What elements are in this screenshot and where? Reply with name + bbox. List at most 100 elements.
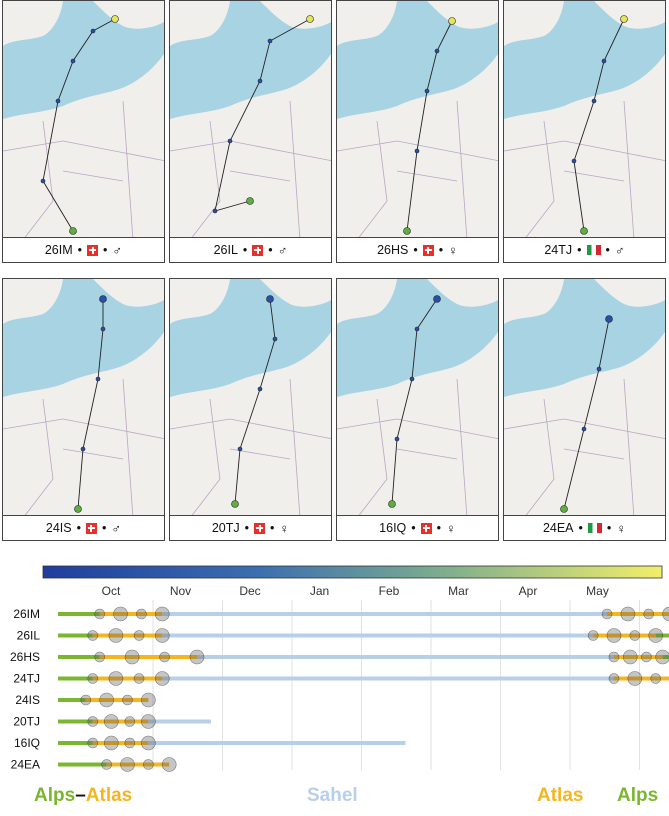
track-point xyxy=(591,98,597,104)
map-canvas xyxy=(337,279,498,518)
legend-alps-label: Alps xyxy=(34,785,76,806)
stopover-bubble xyxy=(124,649,140,665)
track-point xyxy=(601,58,607,64)
track-point xyxy=(433,295,441,303)
stopover-bubble xyxy=(133,673,145,684)
italian-flag-icon xyxy=(587,523,602,533)
panel-caption: 26HS • • ♀ xyxy=(337,237,498,262)
stopover-bubble xyxy=(662,606,669,622)
map-panel-24tj: 24TJ • • ♂ xyxy=(503,0,666,263)
stopover-bubble xyxy=(141,735,156,751)
track-point xyxy=(560,505,568,513)
map-panel-26hs: 26HS • • ♀ xyxy=(336,0,499,263)
legend-atlas-label: Atlas xyxy=(85,785,133,806)
caption-separator: • xyxy=(76,521,81,535)
europe-land xyxy=(170,1,331,46)
stopover-bubble xyxy=(94,651,105,663)
country-borders xyxy=(337,100,498,240)
stopover-bubble xyxy=(650,673,662,684)
legend-sahel-label: Sahel xyxy=(307,785,358,806)
stopover-bubble xyxy=(124,737,136,749)
track-point xyxy=(388,500,396,508)
track-point xyxy=(272,336,278,342)
track-point xyxy=(74,505,82,513)
stopover-bubble xyxy=(122,694,133,706)
bird-id: 24EA xyxy=(542,521,574,535)
bird-id: 20TJ xyxy=(211,521,240,535)
sex-symbol: ♀ xyxy=(448,242,458,258)
legend-alps-right: Alps xyxy=(617,785,658,807)
track-point xyxy=(580,227,588,235)
stopover-bubble xyxy=(94,608,105,620)
stopover-bubble xyxy=(608,673,620,684)
stopover-bubble xyxy=(133,630,145,641)
track-point xyxy=(69,227,77,235)
stopover-bubble xyxy=(587,630,599,641)
stopover-bubble xyxy=(87,630,99,641)
stopover-bubble xyxy=(629,630,641,641)
caption-separator: • xyxy=(577,243,582,257)
legend-atlas-right: Atlas xyxy=(537,785,583,807)
caption-separator: • xyxy=(270,521,275,535)
caption-separator: • xyxy=(605,243,610,257)
track-point xyxy=(99,295,107,303)
map-canvas xyxy=(3,279,164,518)
migration-track xyxy=(42,18,116,232)
stopover-bubble xyxy=(103,714,119,729)
panel-caption: 26IM • • ♂ xyxy=(3,237,164,262)
row-label: 24TJ xyxy=(13,672,40,686)
map-canvas xyxy=(504,1,665,240)
track-point xyxy=(257,386,263,392)
stopover-bubble xyxy=(608,651,620,663)
bird-id: 26HS xyxy=(377,243,409,257)
country-borders xyxy=(3,100,164,240)
sex-symbol: ♂ xyxy=(112,242,123,258)
bird-id: 24TJ xyxy=(544,243,573,257)
track-point xyxy=(596,366,602,372)
stopover-bubble xyxy=(655,649,669,665)
swiss-flag-icon xyxy=(422,244,434,256)
map-panel-24ea: 24EA • • ♀ xyxy=(503,278,666,541)
stopover-bubble xyxy=(161,757,177,772)
legend-atlas-label-right: Atlas xyxy=(537,785,584,806)
stopover-bubble xyxy=(124,716,136,727)
stopover-bubble xyxy=(154,671,170,686)
stopover-bubble xyxy=(648,628,664,643)
map-panel-24is: 24IS • • ♂ xyxy=(2,278,165,541)
caption-separator: • xyxy=(242,243,248,257)
track-point xyxy=(571,158,577,164)
stopover-bubble xyxy=(113,606,128,622)
country-borders xyxy=(170,100,331,240)
stopover-bubble xyxy=(189,649,205,665)
stopover-bubble xyxy=(601,608,613,620)
stopover-bubble xyxy=(101,759,112,770)
panel-caption: 24EA • • ♀ xyxy=(504,515,665,540)
legend-alps-label-right: Alps xyxy=(617,785,659,806)
country-borders xyxy=(337,378,498,518)
panel-caption: 24TJ • • ♂ xyxy=(504,237,665,262)
migration-track xyxy=(214,18,311,212)
time-colorbar xyxy=(42,565,663,579)
stopover-bubble xyxy=(136,608,147,620)
track-point xyxy=(246,197,254,205)
sex-symbol: ♀ xyxy=(279,520,290,536)
caption-separator: • xyxy=(101,521,107,535)
stopover-bubble xyxy=(80,694,92,706)
row-label: 26IL xyxy=(17,629,41,643)
month-label: Dec xyxy=(239,584,260,598)
map-panel-26im: 26IM • • ♂ xyxy=(2,0,165,263)
track-point xyxy=(237,446,243,452)
country-borders xyxy=(504,378,665,518)
stopover-bubble xyxy=(643,608,655,620)
map-canvas xyxy=(3,1,164,240)
stopover-bubble xyxy=(87,716,99,727)
stopover-bubble xyxy=(620,606,636,622)
track-point xyxy=(448,17,456,25)
stopover-bubble xyxy=(108,671,124,686)
caption-separator: • xyxy=(413,243,418,257)
stopover-bubble xyxy=(108,628,124,643)
caption-separator: • xyxy=(411,521,416,535)
track-point xyxy=(100,326,106,332)
track-point xyxy=(414,148,420,154)
month-label: Oct xyxy=(102,584,121,598)
